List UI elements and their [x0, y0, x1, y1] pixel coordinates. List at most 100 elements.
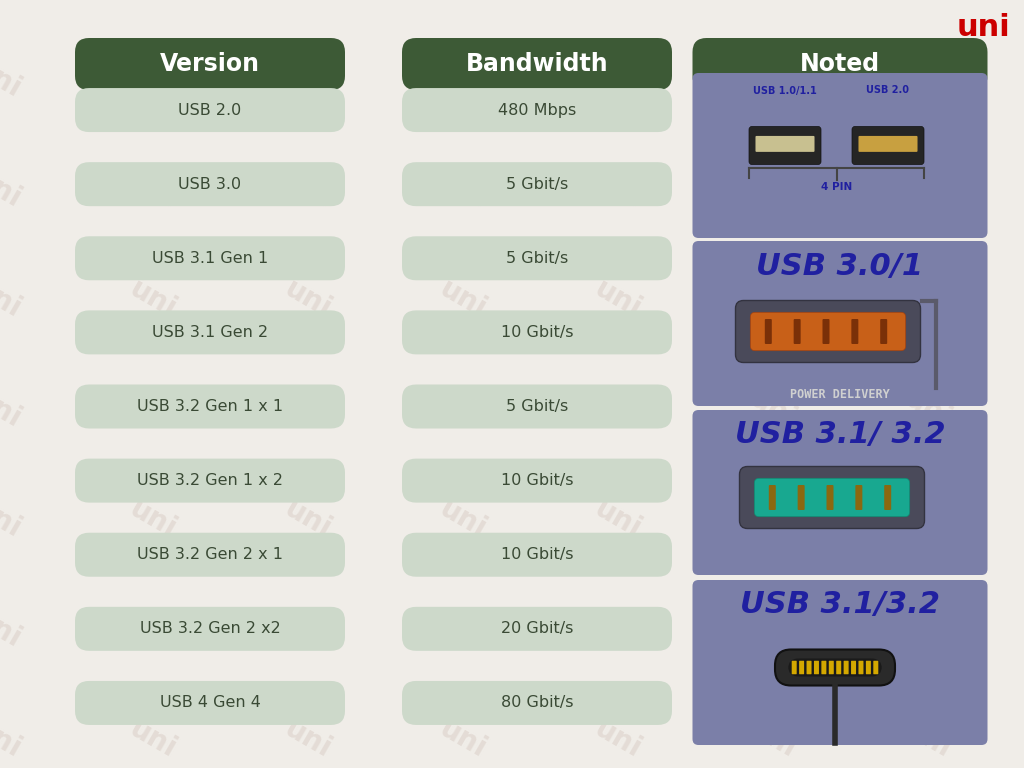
- Text: uni: uni: [590, 386, 646, 434]
- FancyBboxPatch shape: [852, 127, 924, 164]
- FancyBboxPatch shape: [402, 237, 672, 280]
- Text: uni: uni: [125, 275, 181, 324]
- Text: uni: uni: [0, 55, 27, 104]
- FancyBboxPatch shape: [788, 658, 882, 677]
- Text: uni: uni: [745, 495, 802, 544]
- Text: uni: uni: [0, 605, 27, 654]
- FancyBboxPatch shape: [884, 485, 891, 510]
- FancyBboxPatch shape: [798, 485, 805, 510]
- FancyBboxPatch shape: [402, 681, 672, 725]
- Text: USB 3.1/3.2: USB 3.1/3.2: [740, 591, 940, 620]
- Text: uni: uni: [125, 715, 181, 764]
- Text: uni: uni: [745, 275, 802, 324]
- Text: uni: uni: [125, 605, 181, 654]
- Text: uni: uni: [900, 495, 956, 544]
- Text: uni: uni: [435, 495, 492, 544]
- FancyBboxPatch shape: [75, 458, 345, 502]
- FancyBboxPatch shape: [828, 660, 834, 674]
- FancyBboxPatch shape: [751, 313, 905, 351]
- Text: uni: uni: [745, 55, 802, 104]
- FancyBboxPatch shape: [402, 38, 672, 90]
- Text: Version: Version: [160, 52, 260, 76]
- Text: USB 3.2 Gen 2 x2: USB 3.2 Gen 2 x2: [139, 621, 281, 637]
- FancyBboxPatch shape: [837, 660, 841, 674]
- Text: uni: uni: [900, 165, 956, 214]
- FancyBboxPatch shape: [866, 660, 870, 674]
- Text: uni: uni: [590, 275, 646, 324]
- Text: USB 3.2 Gen 1 x 1: USB 3.2 Gen 1 x 1: [137, 399, 283, 414]
- Text: uni: uni: [125, 165, 181, 214]
- Text: uni: uni: [745, 386, 802, 434]
- FancyBboxPatch shape: [75, 38, 345, 90]
- FancyBboxPatch shape: [792, 660, 797, 674]
- FancyBboxPatch shape: [822, 319, 829, 344]
- FancyBboxPatch shape: [402, 310, 672, 354]
- FancyBboxPatch shape: [402, 533, 672, 577]
- Text: uni: uni: [280, 275, 337, 324]
- Text: USB 3.1 Gen 2: USB 3.1 Gen 2: [152, 325, 268, 340]
- Text: uni: uni: [435, 275, 492, 324]
- Text: 480 Mbps: 480 Mbps: [498, 103, 577, 118]
- FancyBboxPatch shape: [692, 73, 987, 238]
- FancyBboxPatch shape: [75, 162, 345, 206]
- Text: uni: uni: [590, 55, 646, 104]
- Text: Noted: Noted: [800, 52, 880, 76]
- Text: uni: uni: [280, 386, 337, 434]
- Text: USB 3.2 Gen 1 x 2: USB 3.2 Gen 1 x 2: [137, 473, 283, 488]
- Text: 10 Gbit/s: 10 Gbit/s: [501, 473, 573, 488]
- Text: USB 3.0/1: USB 3.0/1: [757, 251, 924, 280]
- Text: uni: uni: [956, 13, 1010, 42]
- FancyBboxPatch shape: [881, 319, 887, 344]
- Text: 5 Gbit/s: 5 Gbit/s: [506, 399, 568, 414]
- Text: USB 3.1/ 3.2: USB 3.1/ 3.2: [734, 421, 945, 449]
- Text: uni: uni: [590, 495, 646, 544]
- Text: uni: uni: [435, 605, 492, 654]
- FancyBboxPatch shape: [75, 681, 345, 725]
- Text: uni: uni: [0, 275, 27, 324]
- Text: 10 Gbit/s: 10 Gbit/s: [501, 548, 573, 562]
- FancyBboxPatch shape: [756, 136, 814, 152]
- FancyBboxPatch shape: [692, 410, 987, 575]
- FancyBboxPatch shape: [402, 162, 672, 206]
- FancyBboxPatch shape: [775, 650, 895, 686]
- Text: USB 3.2 Gen 2 x 1: USB 3.2 Gen 2 x 1: [137, 548, 283, 562]
- FancyBboxPatch shape: [402, 458, 672, 502]
- FancyBboxPatch shape: [826, 485, 834, 510]
- Text: uni: uni: [0, 386, 27, 434]
- FancyBboxPatch shape: [858, 660, 863, 674]
- Text: 5 Gbit/s: 5 Gbit/s: [506, 251, 568, 266]
- Text: uni: uni: [280, 715, 337, 764]
- Text: USB 3.0: USB 3.0: [178, 177, 242, 192]
- Text: 10 Gbit/s: 10 Gbit/s: [501, 325, 573, 340]
- Text: 80 Gbit/s: 80 Gbit/s: [501, 696, 573, 710]
- Text: uni: uni: [280, 605, 337, 654]
- FancyBboxPatch shape: [692, 38, 987, 90]
- Text: uni: uni: [280, 495, 337, 544]
- Text: POWER DELIVERY: POWER DELIVERY: [791, 388, 890, 400]
- Text: USB 2.0: USB 2.0: [178, 103, 242, 118]
- FancyBboxPatch shape: [855, 485, 862, 510]
- Text: uni: uni: [590, 715, 646, 764]
- Text: uni: uni: [900, 275, 956, 324]
- Text: 20 Gbit/s: 20 Gbit/s: [501, 621, 573, 637]
- Text: uni: uni: [900, 605, 956, 654]
- FancyBboxPatch shape: [402, 607, 672, 650]
- FancyBboxPatch shape: [821, 660, 826, 674]
- FancyBboxPatch shape: [794, 319, 801, 344]
- FancyBboxPatch shape: [402, 88, 672, 132]
- Text: uni: uni: [590, 605, 646, 654]
- Text: uni: uni: [435, 386, 492, 434]
- Text: uni: uni: [435, 55, 492, 104]
- Text: uni: uni: [900, 715, 956, 764]
- Text: USB 2.0: USB 2.0: [866, 85, 909, 95]
- Text: uni: uni: [590, 165, 646, 214]
- FancyBboxPatch shape: [807, 660, 812, 674]
- FancyBboxPatch shape: [814, 660, 819, 674]
- FancyBboxPatch shape: [844, 660, 849, 674]
- FancyBboxPatch shape: [735, 300, 921, 362]
- Text: uni: uni: [745, 165, 802, 214]
- FancyBboxPatch shape: [799, 660, 804, 674]
- Text: uni: uni: [125, 495, 181, 544]
- Text: USB 4 Gen 4: USB 4 Gen 4: [160, 696, 260, 710]
- Text: USB 3.1 Gen 1: USB 3.1 Gen 1: [152, 251, 268, 266]
